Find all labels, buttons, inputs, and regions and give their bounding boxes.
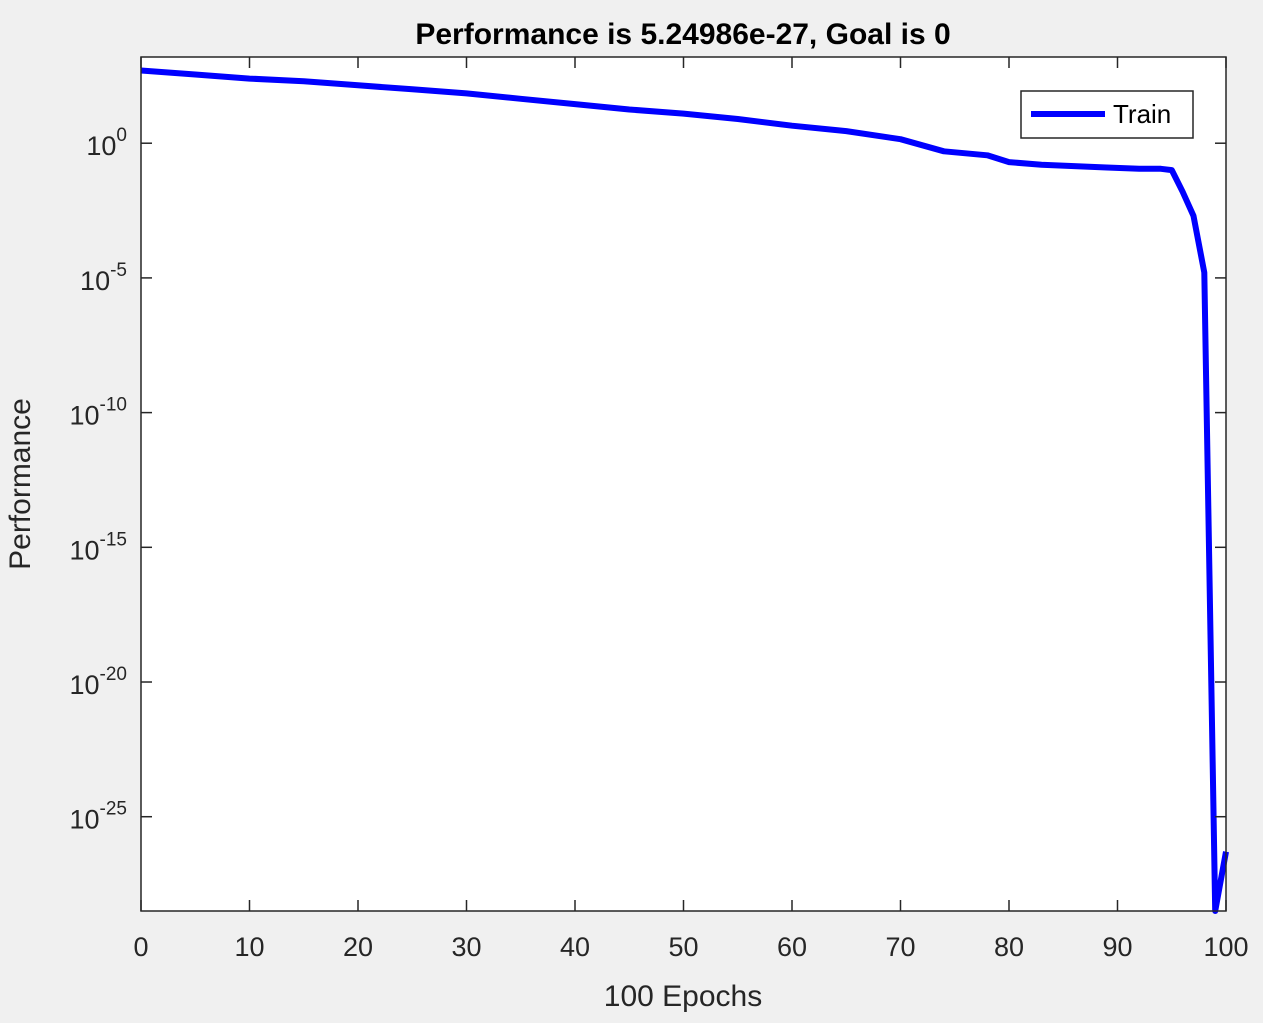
x-tick-label: 100 — [1203, 932, 1248, 962]
x-tick-label: 30 — [451, 932, 481, 962]
x-tick-label: 60 — [777, 932, 807, 962]
x-tick-labels: 0 10 20 30 40 50 60 70 80 90 100 — [133, 932, 1248, 962]
x-tick-label: 50 — [668, 932, 698, 962]
series-line-train — [140, 67, 1229, 914]
y-axis-label: Performance — [4, 398, 37, 570]
x-tick-label: 90 — [1102, 932, 1132, 962]
y-tick-label: 10-10 — [69, 395, 127, 431]
x-tick-label: 20 — [343, 932, 373, 962]
legend-label-train: Train — [1113, 99, 1171, 129]
x-axis-label: 100 Epochs — [604, 980, 762, 1013]
legend[interactable]: Train — [1020, 90, 1194, 139]
y-tick-label: 10-20 — [69, 664, 127, 700]
axis-ticks — [140, 57, 1227, 911]
x-tick-label: 10 — [234, 932, 264, 962]
y-tick-labels: 100 10-5 10-10 10-15 10-20 10-25 — [69, 125, 127, 835]
plot-area — [141, 57, 1226, 911]
x-tick-label: 80 — [994, 932, 1024, 962]
y-tick-label: 10-25 — [69, 799, 127, 835]
x-tick-label: 40 — [560, 932, 590, 962]
y-tick-label: 100 — [86, 125, 127, 161]
chart-title: Performance is 5.24986e-27, Goal is 0 — [415, 18, 950, 51]
x-tick-label: 70 — [885, 932, 915, 962]
y-tick-label: 10-15 — [69, 529, 127, 565]
x-tick-label: 0 — [133, 932, 148, 962]
y-tick-label: 10-5 — [80, 260, 127, 296]
